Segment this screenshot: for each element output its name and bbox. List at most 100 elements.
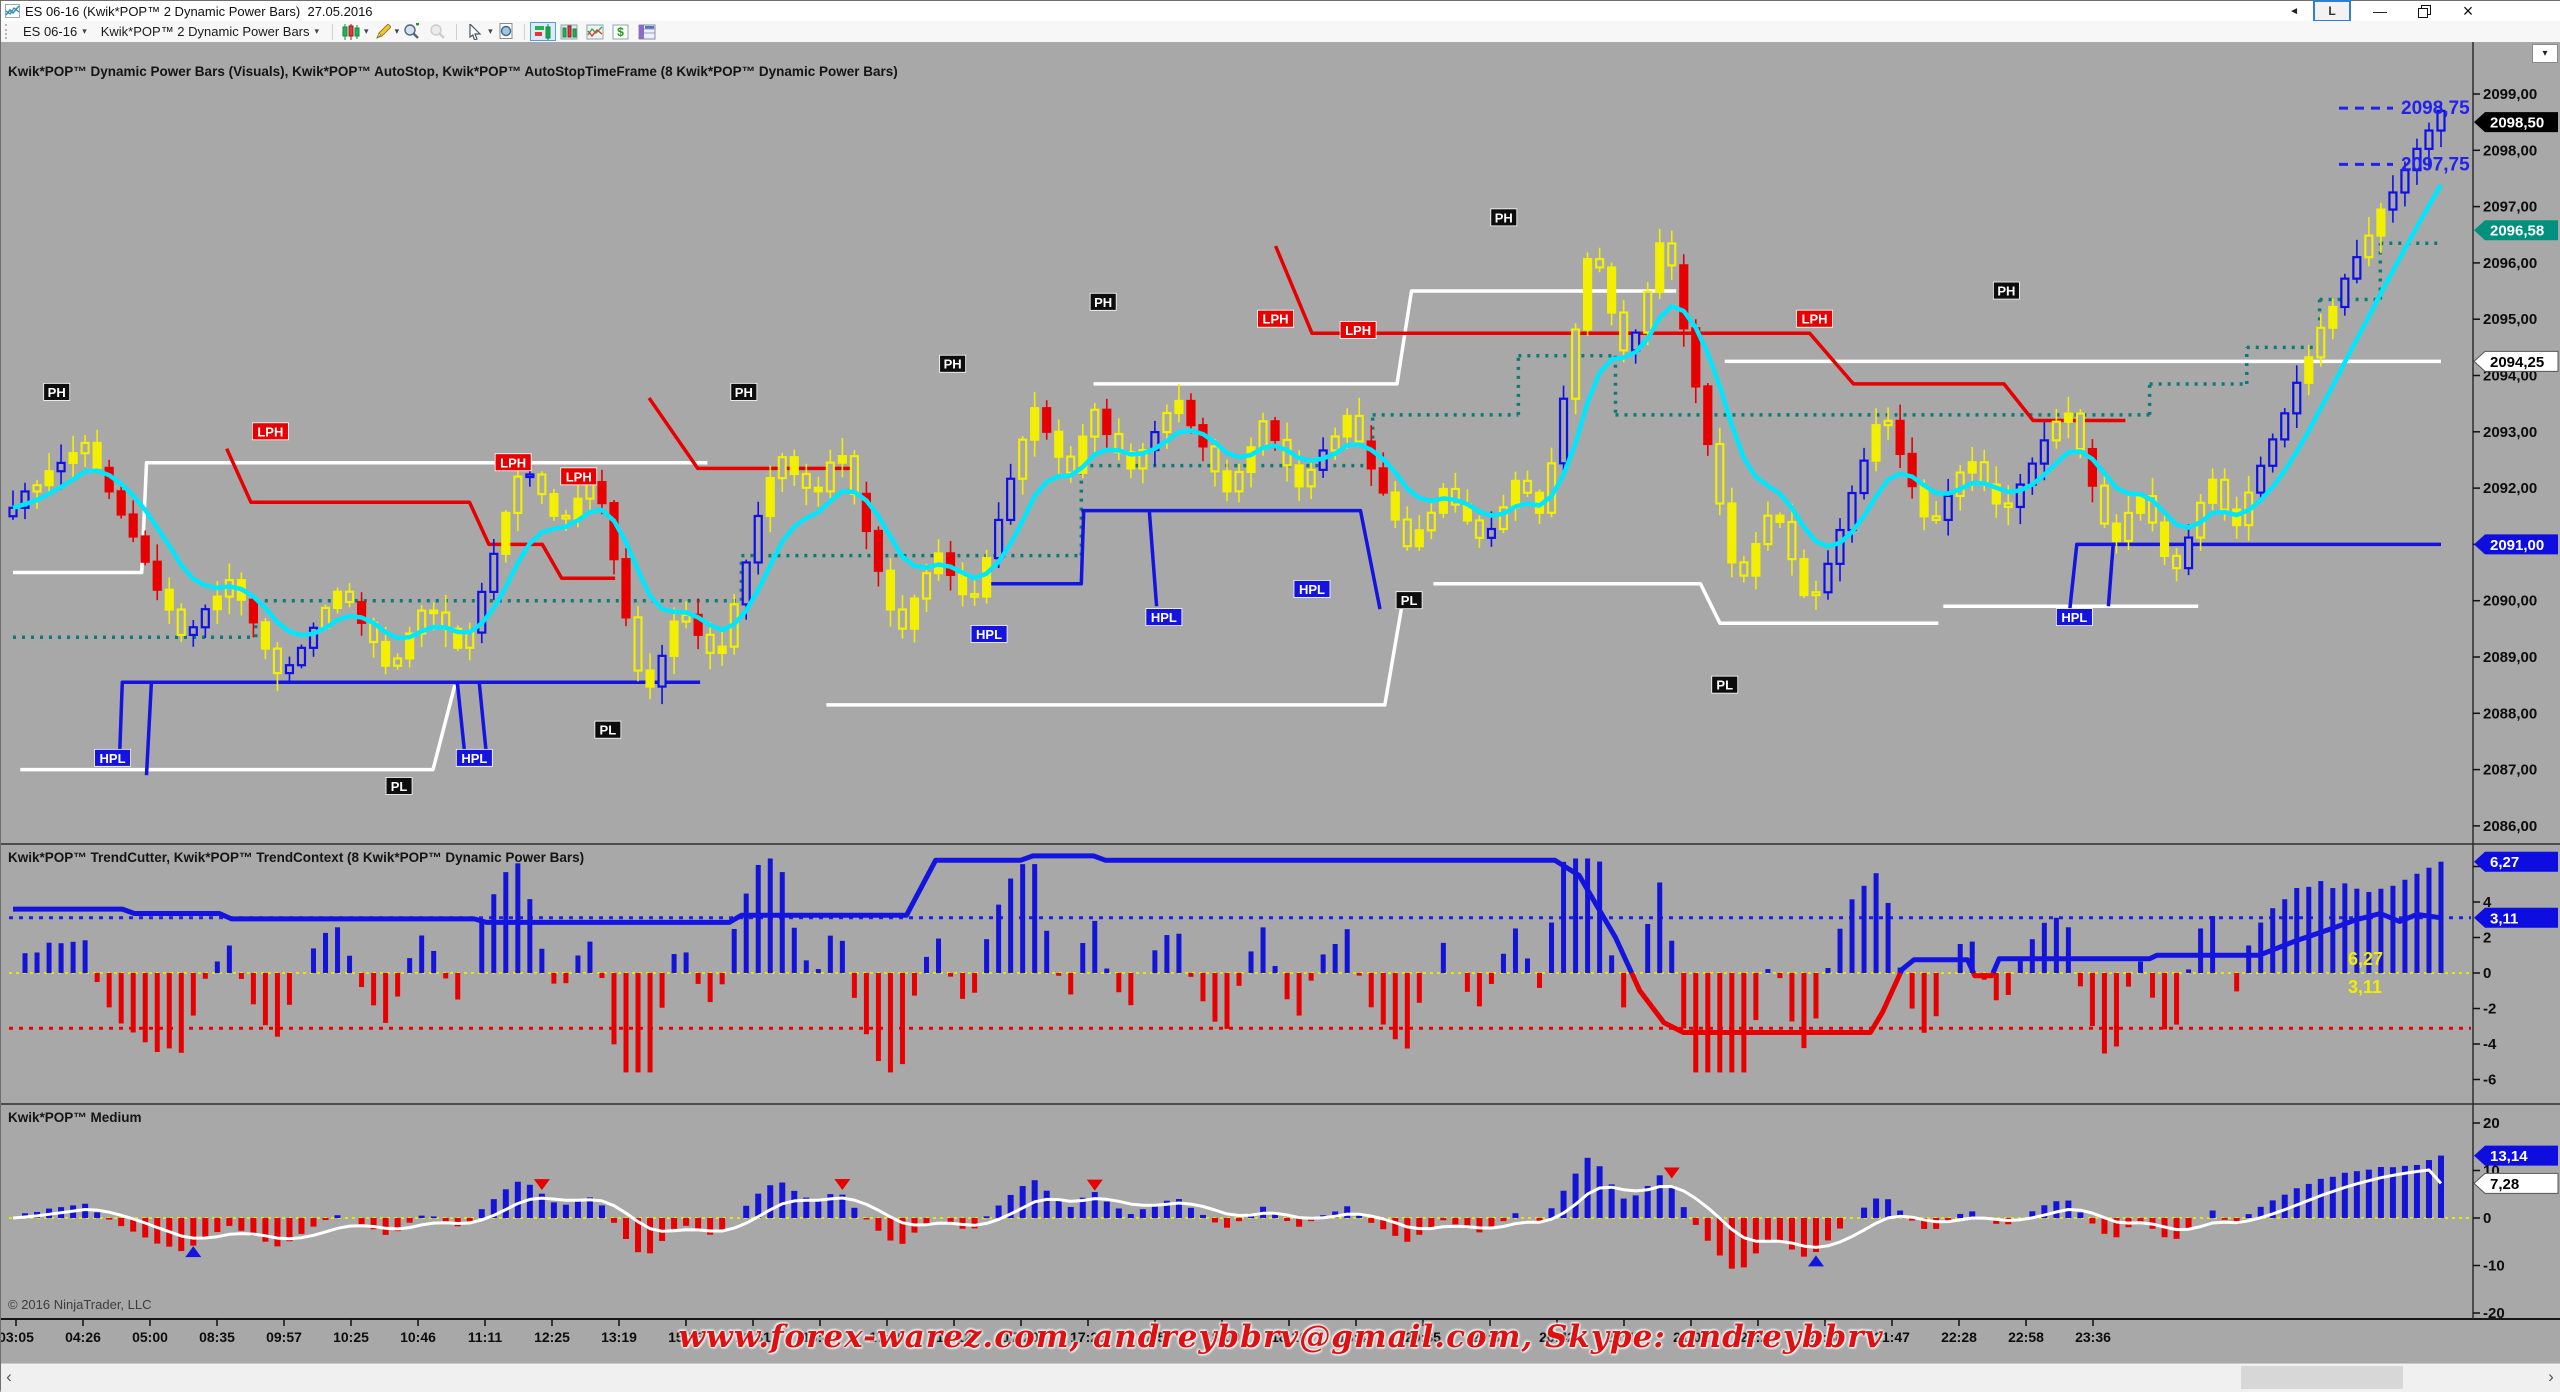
svg-text:HPL: HPL [1299,582,1325,597]
link-button[interactable]: L [2313,0,2351,22]
zoom-in-button[interactable] [399,22,425,41]
instrument-label: ES 06-16 [23,24,78,39]
magnifier-document-icon [499,23,513,39]
instrument-dropdown[interactable]: ES 06-16 ▾ [17,22,95,41]
svg-text:0: 0 [2483,965,2491,982]
svg-text:2094,25: 2094,25 [2490,354,2544,371]
medium-line [12,1168,2443,1249]
account-dollar-button[interactable]: $ [608,22,634,41]
volume-bars-icon [560,24,578,39]
horizontal-scrollbar[interactable]: ‹ › [1,1363,2560,1392]
svg-text:03:05: 03:05 [1,1329,34,1345]
chart-svg[interactable]: 6,27 3,11 PH PH PH PH PH PH PL PL PL PL LPH LPH LPH LPH… [1,42,2560,1363]
restore-button[interactable] [2409,2,2439,20]
svg-text:6,27: 6,27 [2490,854,2519,871]
svg-text:PH: PH [735,385,753,400]
medium-histogram [22,1155,2444,1269]
close-button[interactable]: × [2462,0,2474,21]
svg-text:17:20: 17:20 [1003,1329,1039,1345]
chart-app-icon [5,4,20,18]
svg-text:6,27: 6,27 [2348,949,2383,969]
cursor-button[interactable] [462,22,488,41]
chart-properties-button[interactable]: ▾ [2532,44,2558,63]
svg-text:2095,00: 2095,00 [2483,311,2537,328]
data-grid-icon [638,24,656,39]
svg-text:20: 20 [2483,1115,2500,1132]
svg-text:10:25: 10:25 [333,1329,369,1345]
data-box-button[interactable] [493,22,519,41]
drawing-tools-button[interactable] [369,22,395,41]
time-axis[interactable]: 03:05 04:26 05:00 08:35 09:57 10:25 10:46 11:11… [1,1319,2111,1345]
scroll-right-icon[interactable]: › [2548,1367,2554,1386]
chevron-down-icon[interactable]: ▾ [364,26,369,36]
autostop-lines [13,245,2441,776]
svg-text:LPH: LPH [566,469,592,484]
svg-text:04:26: 04:26 [65,1329,101,1345]
svg-text:7,28: 7,28 [2490,1176,2519,1193]
volume-bars-button[interactable] [556,22,582,41]
svg-text:17:26: 17:26 [1070,1329,1106,1345]
line-chart-button[interactable] [582,22,608,41]
svg-text:21:47: 21:47 [1874,1329,1910,1345]
svg-text:2099,00: 2099,00 [2483,86,2537,103]
svg-text:HPL: HPL [100,751,126,766]
chevron-down-icon[interactable]: ▾ [394,26,400,36]
toolbar-separator [523,23,525,40]
svg-text:4: 4 [2483,894,2492,911]
pencil-icon [375,23,391,39]
svg-text:PH: PH [48,385,66,400]
pin-icon[interactable]: ◄ [2289,5,2299,17]
svg-text:23:36: 23:36 [2075,1329,2111,1345]
trendcutter-histogram [22,858,2444,1073]
chart-canvas[interactable]: 6,27 3,11 PH PH PH PH PH PH PL PL PL PL LPH LPH LPH LPH… [1,42,2560,1363]
scroll-left-icon[interactable]: ‹ [6,1367,12,1386]
toolbar: ES 06-16 ▾ Kwik*POP™ 2 Dynamic Power Bar… [1,21,2560,43]
svg-text:17:57: 17:57 [1137,1329,1173,1345]
panel-frame [1,42,2560,1320]
svg-text:20:35: 20:35 [1405,1329,1441,1345]
svg-text:LPH: LPH [1802,312,1828,327]
svg-text:HPL: HPL [976,627,1002,642]
power-bars-button[interactable] [529,22,556,41]
svg-text:2: 2 [2483,930,2491,947]
bar-type-button[interactable] [338,22,364,41]
toolbar-grip[interactable] [5,24,11,39]
svg-text:2086,00: 2086,00 [2483,818,2537,835]
svg-text:2098,50: 2098,50 [2490,115,2544,132]
zoom-in-icon [404,23,420,39]
svg-text:LPH: LPH [1263,312,1289,327]
svg-text:HPL: HPL [2061,610,2087,625]
cursor-icon [469,23,482,40]
trendcutter-values: 6,27 3,11 [2348,949,2383,997]
svg-text:0: 0 [2483,1210,2491,1227]
svg-text:2096,00: 2096,00 [2483,255,2537,272]
svg-text:2090,00: 2090,00 [2483,593,2537,610]
svg-text:PH: PH [1094,295,1112,310]
dollar-icon: $ [612,24,629,39]
svg-text:2098,75: 2098,75 [2401,98,2470,119]
toolbar-separator [456,23,458,40]
line-chart-icon [586,24,604,39]
svg-text:-10: -10 [2483,1258,2505,1275]
svg-text:3,11: 3,11 [2348,977,2382,997]
chevron-down-icon[interactable]: ▾ [488,26,493,36]
svg-text:17:12: 17:12 [936,1329,972,1345]
scrollbar-thumb[interactable] [2241,1366,2403,1389]
svg-text:2098,00: 2098,00 [2483,142,2537,159]
svg-text:10:46: 10:46 [400,1329,436,1345]
svg-text:11:11: 11:11 [468,1329,502,1345]
svg-text:HPL: HPL [1151,610,1177,625]
panel2-label: Kwik*POP™ TrendCutter, Kwik*POP™ TrendCo… [8,850,585,865]
copyright-text: © 2016 NinjaTrader, LLC [8,1297,152,1312]
data-grid-button[interactable] [634,22,660,41]
trendcontext-line [13,853,2442,1035]
svg-text:2088,00: 2088,00 [2483,705,2537,722]
svg-text:2097,75: 2097,75 [2401,154,2470,175]
zoom-out-button[interactable] [425,22,451,41]
svg-text:18:26: 18:26 [1271,1329,1307,1345]
minimize-button[interactable]: — [2373,3,2387,19]
reference-levels [9,916,2471,1219]
svg-text:20:42: 20:42 [1539,1329,1575,1345]
indicator-dropdown[interactable]: Kwik*POP™ 2 Dynamic Power Bars ▾ [95,22,327,41]
